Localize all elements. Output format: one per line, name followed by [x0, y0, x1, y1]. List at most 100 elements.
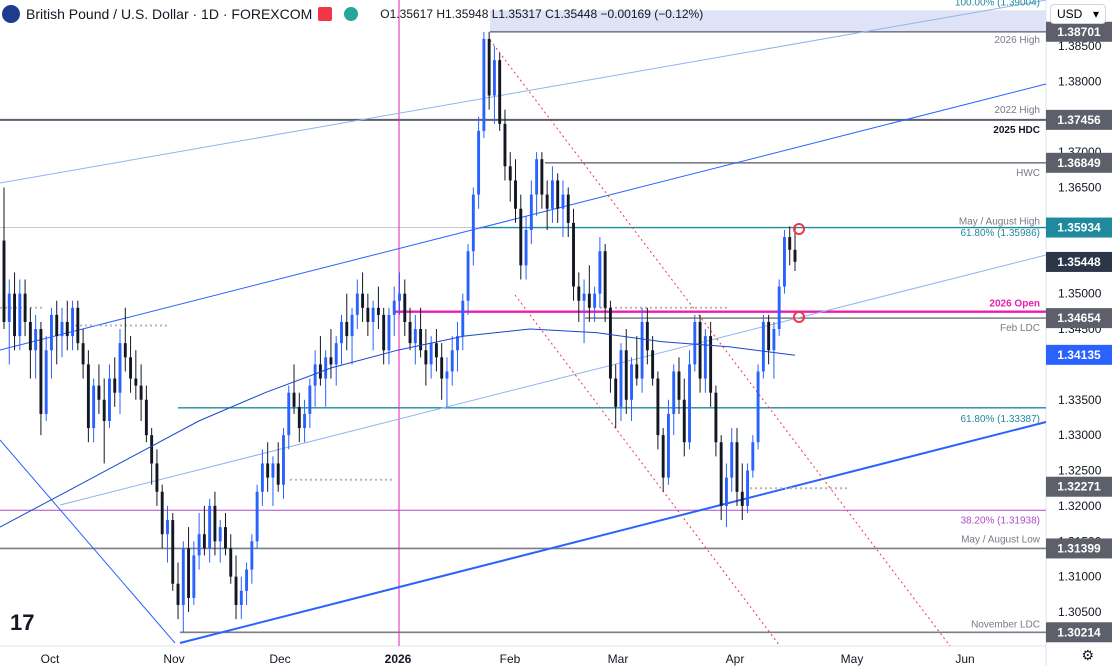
candle-body [677, 371, 681, 400]
candle-body [419, 329, 423, 351]
channel-lower-line [179, 421, 1047, 644]
candle-body [450, 350, 454, 372]
candle-body [160, 491, 164, 535]
candle-body [97, 385, 101, 400]
candle-body [213, 505, 217, 542]
price-badge-label: 1.34654 [1057, 311, 1101, 325]
x-tick-label: Oct [41, 652, 60, 666]
candle-body [176, 583, 180, 605]
candle-body [624, 350, 628, 400]
chevron-down-icon: ▾ [1092, 7, 1099, 21]
candle-body [171, 520, 175, 584]
candle-body [292, 392, 296, 407]
price-badge [1046, 622, 1112, 643]
candle-body [18, 293, 22, 337]
candle-body [2, 240, 6, 322]
fib-100-zone [490, 10, 1046, 32]
candle-body [50, 314, 53, 351]
candle-body [34, 329, 38, 351]
candle-body [13, 293, 16, 337]
candle-body [561, 194, 565, 209]
candle-body [524, 229, 528, 266]
level-label: November LDC [971, 619, 1040, 630]
price-badge-label: 1.38701 [1057, 25, 1101, 39]
level-label: 61.80% (1.33387) [960, 414, 1040, 425]
candle-body [767, 321, 771, 351]
candle-body [345, 321, 349, 337]
ohlc-readout: O1.35617 H1.35948 L1.35317 C1.35448 −0.0… [380, 7, 704, 21]
candle-body [60, 321, 64, 337]
candle-body [129, 357, 133, 379]
candle-body [440, 357, 444, 379]
candle-body [23, 293, 27, 322]
candle-body [276, 463, 280, 485]
y-tick-label: 1.38000 [1058, 74, 1102, 88]
x-tick-label: May [841, 652, 864, 666]
candle-body [640, 321, 644, 379]
candle-body [461, 300, 465, 337]
candle-body [550, 180, 554, 209]
resistance-marker [793, 223, 805, 235]
y-tick-label: 1.31000 [1058, 570, 1102, 584]
candle-body [366, 307, 370, 322]
y-tick-label: 1.38500 [1058, 39, 1102, 53]
gear-icon[interactable]: ⚙ [1081, 647, 1094, 663]
currency-select[interactable]: USD ▾ [1050, 4, 1106, 24]
candle-body [783, 237, 786, 287]
price-badge-label: 1.32271 [1057, 480, 1101, 494]
candle-body [271, 463, 275, 478]
candle-body [260, 463, 264, 492]
candle-body [392, 300, 396, 315]
candle-body [793, 249, 797, 262]
candle-body [255, 491, 259, 542]
candle-body [519, 208, 523, 266]
candle-body [92, 385, 96, 429]
candle-body [7, 293, 11, 322]
candle-body [334, 343, 338, 365]
price-badge-label: 1.34135 [1057, 348, 1101, 362]
candle-body [44, 350, 48, 414]
candle-body [756, 371, 760, 443]
candle-body [229, 548, 233, 577]
candle-body [139, 385, 143, 400]
candle-body [772, 329, 776, 351]
x-tick-label: Feb [500, 652, 521, 666]
alert-icon[interactable] [318, 7, 333, 21]
x-tick-label: Mar [608, 652, 629, 666]
candle-body [698, 321, 702, 379]
candle-body [630, 364, 633, 400]
symbol-title[interactable]: British Pound / U.S. Dollar · 1D · FOREX… [26, 6, 313, 22]
y-tick-label: 1.32000 [1058, 499, 1102, 513]
x-tick-label: Dec [269, 652, 290, 666]
y-tick-label: 1.33000 [1058, 428, 1102, 442]
candle-body [529, 194, 533, 230]
y-tick-label: 1.35000 [1058, 287, 1102, 301]
level-label: Feb LDC [1000, 323, 1040, 334]
chart-header: British Pound / U.S. Dollar · 1D · FOREX… [0, 0, 1046, 28]
price-badge-label: 1.37456 [1057, 113, 1101, 127]
price-badge [1046, 344, 1112, 365]
candle-body [719, 442, 723, 506]
candle-body [202, 534, 206, 549]
candle-body [324, 357, 328, 379]
candle-body [308, 385, 312, 414]
level-label: May / August Low [961, 534, 1041, 545]
candle-body [28, 321, 32, 351]
candle-body [777, 286, 781, 330]
candle-body [498, 60, 502, 124]
candle-body [572, 222, 575, 287]
price-badge-label: 1.30214 [1057, 625, 1101, 639]
price-badge-label: 1.31399 [1057, 541, 1101, 555]
candle-body [224, 527, 227, 549]
candle-body [608, 307, 612, 379]
candle-body [682, 399, 686, 443]
candle-body [487, 38, 491, 96]
candle-body [350, 314, 354, 337]
candle-body [661, 435, 665, 478]
candle-body [250, 541, 254, 570]
level-label: HWC [1016, 168, 1040, 179]
candle-body [656, 378, 660, 436]
candle-body [398, 293, 401, 301]
candle-body [71, 307, 75, 337]
